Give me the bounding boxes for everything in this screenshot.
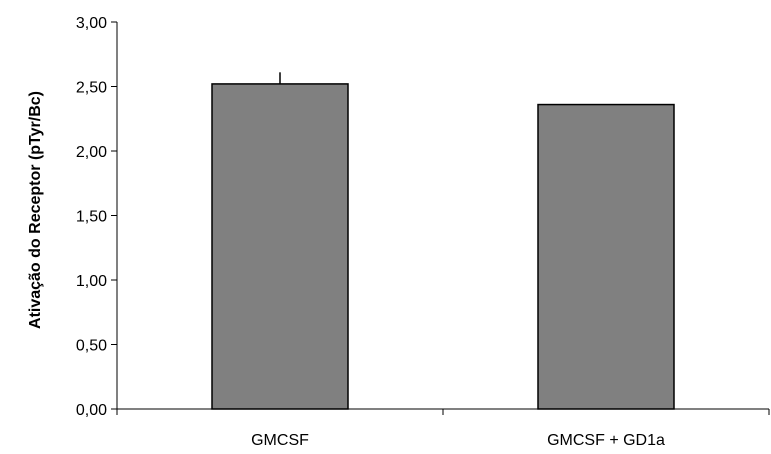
y-axis-label: Ativação do Receptor (pTyr/Bc): [27, 91, 44, 329]
y-tick-label: 2,50: [76, 80, 107, 97]
y-tick-label: 3,00: [76, 15, 107, 32]
y-tick-label: 0,00: [76, 402, 107, 419]
y-tick-label: 1,50: [76, 209, 107, 226]
x-category-label: GMCSF + GD1a: [547, 432, 665, 449]
y-tick-label: 2,00: [76, 144, 107, 161]
plot-area: 0,00 0,50 1,00 1,50 2,00 2,50 3,00 GMCSF GMCSF +…: [76, 15, 770, 449]
y-tick-label: 0,50: [76, 338, 107, 355]
bar: [537, 103, 675, 410]
x-category-label: GMCSF: [251, 432, 309, 449]
y-tick-label: 1,00: [76, 273, 107, 290]
bar: [211, 83, 349, 410]
